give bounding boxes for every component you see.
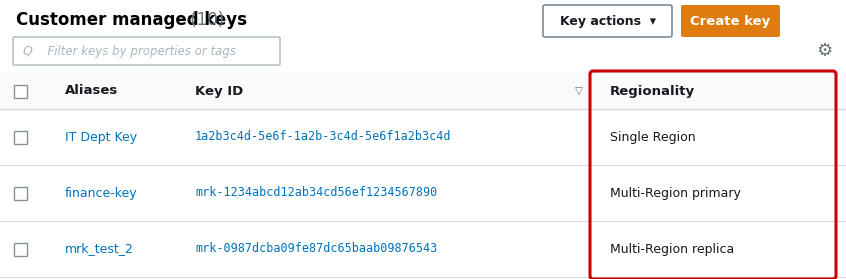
FancyBboxPatch shape: [681, 5, 780, 37]
Text: Aliases: Aliases: [65, 85, 118, 97]
Text: Key actions  ▾: Key actions ▾: [559, 15, 656, 28]
Text: Filter keys by properties or tags: Filter keys by properties or tags: [40, 44, 236, 57]
FancyBboxPatch shape: [13, 37, 280, 65]
Text: IT Dept Key: IT Dept Key: [65, 131, 137, 143]
Text: Key ID: Key ID: [195, 85, 244, 97]
Text: mrk-0987dcba09fe87dc65baab09876543: mrk-0987dcba09fe87dc65baab09876543: [195, 242, 437, 256]
FancyBboxPatch shape: [543, 5, 672, 37]
Text: mrk_test_2: mrk_test_2: [65, 242, 134, 256]
Text: Single Region: Single Region: [610, 131, 695, 143]
Text: Customer managed keys: Customer managed keys: [16, 11, 247, 29]
Text: Create key: Create key: [690, 15, 771, 28]
Text: ⚙: ⚙: [816, 42, 832, 60]
Text: Regionality: Regionality: [610, 85, 695, 97]
Text: 1a2b3c4d-5e6f-1a2b-3c4d-5e6f1a2b3c4d: 1a2b3c4d-5e6f-1a2b-3c4d-5e6f1a2b3c4d: [195, 131, 452, 143]
Bar: [14, 186, 27, 199]
Text: finance-key: finance-key: [65, 186, 138, 199]
Text: ▽: ▽: [575, 86, 583, 96]
Text: Multi-Region primary: Multi-Region primary: [610, 186, 741, 199]
Text: Q: Q: [22, 44, 32, 57]
Bar: [0, 73, 846, 109]
Bar: [14, 85, 27, 97]
Bar: [14, 242, 27, 256]
Text: Multi-Region replica: Multi-Region replica: [610, 242, 734, 256]
Text: mrk-1234abcd12ab34cd56ef1234567890: mrk-1234abcd12ab34cd56ef1234567890: [195, 186, 437, 199]
Bar: [14, 131, 27, 143]
Text: (10): (10): [185, 11, 224, 29]
Bar: [0, 109, 846, 165]
Bar: [0, 221, 846, 277]
Bar: [0, 165, 846, 221]
